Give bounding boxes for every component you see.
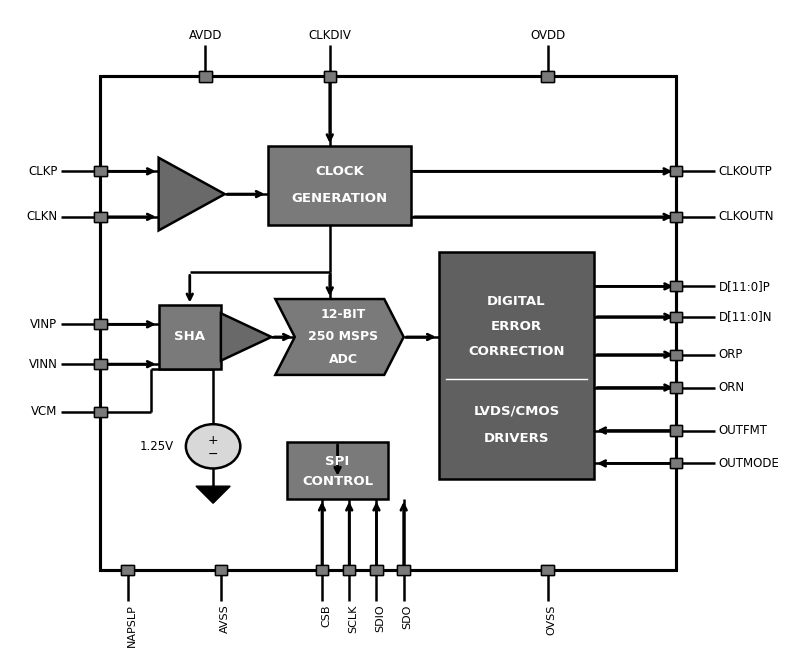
Text: OUTMODE: OUTMODE (718, 457, 780, 470)
Text: OVDD: OVDD (530, 29, 566, 42)
Text: CLKDIV: CLKDIV (308, 29, 351, 42)
Text: AVDD: AVDD (189, 29, 222, 42)
Bar (370, 564, 382, 574)
Text: 1.25V: 1.25V (140, 440, 174, 453)
Text: CLKN: CLKN (26, 210, 58, 223)
Bar (94, 407, 106, 416)
Text: LVDS/CMOS: LVDS/CMOS (474, 405, 560, 418)
Text: CLKOUTP: CLKOUTP (718, 165, 773, 178)
Bar (670, 312, 682, 322)
Bar (670, 167, 682, 176)
Bar (100, 77, 676, 570)
Text: −: − (208, 447, 218, 461)
Text: CSB: CSB (321, 604, 331, 627)
Bar (94, 319, 106, 329)
Text: ORP: ORP (718, 348, 743, 361)
Bar (94, 167, 106, 176)
Circle shape (186, 424, 240, 469)
Text: NAPSLP: NAPSLP (126, 604, 137, 647)
Bar (370, 564, 382, 574)
Bar (343, 564, 355, 574)
Bar (94, 212, 106, 222)
Bar (94, 359, 106, 369)
Text: CORRECTION: CORRECTION (468, 345, 565, 358)
Bar (670, 212, 682, 222)
Text: OVSS: OVSS (546, 604, 557, 635)
Bar (670, 350, 682, 360)
Bar (670, 282, 682, 292)
Text: VINP: VINP (30, 318, 58, 330)
Bar (323, 71, 336, 81)
Bar (323, 71, 336, 81)
Text: SCLK: SCLK (348, 604, 358, 633)
Text: CLKOUTN: CLKOUTN (718, 210, 774, 223)
Bar (670, 458, 682, 469)
Text: ORN: ORN (718, 381, 745, 394)
Bar (287, 442, 388, 499)
Bar (670, 282, 682, 292)
Text: SDO: SDO (402, 604, 413, 629)
Polygon shape (275, 299, 404, 375)
Bar (670, 426, 682, 436)
Bar (670, 350, 682, 360)
Text: ADC: ADC (329, 352, 358, 366)
Bar (542, 71, 554, 81)
Bar (670, 212, 682, 222)
Bar (267, 146, 411, 225)
Bar (670, 458, 682, 469)
Bar (122, 564, 134, 574)
Text: OUTFMT: OUTFMT (718, 424, 768, 437)
Text: D[11:0]N: D[11:0]N (718, 310, 772, 323)
Text: ERROR: ERROR (491, 320, 542, 333)
Bar (316, 564, 328, 574)
Bar (542, 564, 554, 574)
Bar (542, 71, 554, 81)
Polygon shape (221, 313, 271, 361)
Bar (438, 252, 594, 479)
Bar (670, 426, 682, 436)
Text: DIGITAL: DIGITAL (487, 295, 546, 308)
Bar (670, 167, 682, 176)
Text: SHA: SHA (174, 330, 206, 344)
Polygon shape (196, 486, 230, 503)
Bar (542, 564, 554, 574)
Bar (670, 383, 682, 393)
Bar (94, 359, 106, 369)
Text: DRIVERS: DRIVERS (484, 432, 550, 445)
Bar (398, 564, 410, 574)
Bar (94, 212, 106, 222)
Bar (214, 564, 227, 574)
Bar (670, 383, 682, 393)
Text: SDIO: SDIO (375, 604, 386, 632)
Text: +: + (208, 434, 218, 447)
Bar (94, 407, 106, 416)
Bar (94, 319, 106, 329)
Text: AVSS: AVSS (220, 604, 230, 633)
Bar (214, 564, 227, 574)
Bar (94, 167, 106, 176)
Text: VCM: VCM (31, 405, 58, 418)
Text: VINN: VINN (29, 358, 58, 371)
Text: GENERATION: GENERATION (291, 192, 387, 205)
Bar (343, 564, 355, 574)
Bar (398, 564, 410, 574)
Polygon shape (158, 158, 225, 231)
Text: D[11:0]P: D[11:0]P (718, 280, 770, 293)
Text: CLOCK: CLOCK (315, 165, 364, 178)
Text: CONTROL: CONTROL (302, 475, 373, 488)
Bar (199, 71, 211, 81)
Text: 250 MSPS: 250 MSPS (308, 330, 378, 344)
Bar (122, 564, 134, 574)
Bar (670, 312, 682, 322)
Text: 12-BIT: 12-BIT (321, 308, 366, 321)
Text: CLKP: CLKP (28, 165, 58, 178)
Bar (199, 71, 211, 81)
Bar (316, 564, 328, 574)
Text: SPI: SPI (326, 455, 350, 469)
Bar (158, 305, 221, 369)
